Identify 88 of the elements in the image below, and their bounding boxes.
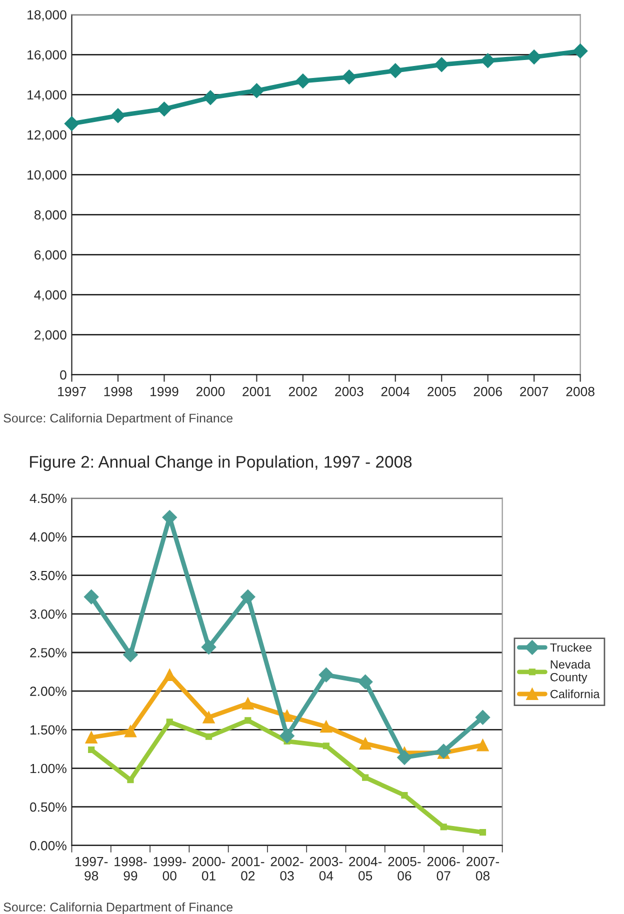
x-tick-label: 2007 bbox=[520, 386, 548, 396]
x-tick-label: 1998-99 bbox=[114, 856, 147, 880]
y-tick-label: 3.50% bbox=[30, 570, 66, 580]
point bbox=[249, 83, 264, 98]
x-tick-label: 1997-98 bbox=[75, 856, 108, 880]
y-tick-label: 0.00% bbox=[30, 841, 66, 850]
x-tick-label: 2002-03 bbox=[270, 856, 304, 880]
point bbox=[84, 590, 99, 604]
y-tick-label: 4.50% bbox=[30, 494, 66, 504]
point bbox=[202, 711, 215, 724]
point bbox=[342, 70, 357, 84]
point bbox=[244, 717, 252, 724]
point bbox=[280, 728, 294, 744]
x-tick-label: 1999-00 bbox=[154, 856, 186, 880]
x-tick-label: 1997 bbox=[58, 386, 86, 396]
y-tick-label: 16,000 bbox=[28, 50, 66, 62]
point bbox=[476, 739, 489, 752]
point bbox=[203, 90, 218, 106]
point bbox=[401, 792, 408, 799]
point bbox=[320, 720, 332, 733]
y-tick-label: 2.00% bbox=[30, 686, 66, 696]
y-tick-label: 1.50% bbox=[30, 725, 66, 735]
point bbox=[240, 590, 256, 604]
y-tick-label: 12,000 bbox=[28, 130, 66, 142]
x-tick-label: 2006 bbox=[474, 386, 502, 396]
y-tick-label: 1.00% bbox=[30, 764, 66, 774]
x-tick-label: 1998 bbox=[104, 386, 132, 396]
point bbox=[526, 50, 542, 64]
y-tick-label: 14,000 bbox=[28, 90, 66, 102]
point bbox=[123, 647, 138, 662]
point bbox=[479, 829, 486, 836]
y-tick-label: 8,000 bbox=[34, 210, 66, 222]
x-tick-label: 2003 bbox=[335, 386, 364, 396]
x-tick-label: 2005-06 bbox=[388, 856, 421, 880]
y-tick-label: 0 bbox=[60, 370, 66, 380]
source-note: Source: California Department of Finance bbox=[4, 413, 233, 426]
legend-label: California bbox=[550, 690, 600, 698]
x-tick-label: 2007-08 bbox=[466, 856, 500, 880]
point bbox=[205, 733, 212, 740]
point bbox=[480, 53, 496, 68]
y-tick-label: 2,000 bbox=[34, 330, 66, 342]
y-tick-label: 4,000 bbox=[34, 290, 66, 302]
source-note: Source: California Department of Finance bbox=[4, 902, 233, 914]
point bbox=[362, 774, 369, 781]
point bbox=[475, 710, 490, 725]
x-tick-label: 2000 bbox=[196, 386, 225, 396]
x-tick-label: 2004 bbox=[381, 386, 410, 396]
legend-label: Nevada County bbox=[550, 660, 591, 684]
x-tick-label: 2008 bbox=[566, 386, 594, 396]
y-tick-label: 3.00% bbox=[30, 609, 66, 619]
x-tick-label: 2006-07 bbox=[427, 856, 460, 880]
point bbox=[359, 737, 372, 750]
y-tick-label: 18,000 bbox=[28, 10, 66, 22]
x-tick-label: 2001 bbox=[242, 386, 271, 396]
point bbox=[388, 63, 403, 78]
point bbox=[156, 102, 172, 116]
point bbox=[242, 697, 254, 710]
point bbox=[440, 824, 447, 830]
x-tick-label: 2002 bbox=[288, 386, 317, 396]
point bbox=[322, 742, 330, 750]
point bbox=[572, 44, 588, 58]
point bbox=[201, 640, 216, 654]
y-tick-label: 2.50% bbox=[30, 648, 66, 658]
point bbox=[358, 674, 373, 690]
point bbox=[318, 667, 334, 682]
point bbox=[434, 57, 450, 72]
x-tick-label: 2003-04 bbox=[310, 856, 342, 880]
point bbox=[110, 108, 126, 124]
point bbox=[296, 74, 310, 88]
x-tick-label: 2001-02 bbox=[232, 856, 264, 880]
y-tick-label: 10,000 bbox=[28, 170, 66, 182]
point bbox=[124, 725, 137, 738]
point bbox=[127, 776, 134, 784]
chart-title: Figure 2: Annual Change in Population, 1997 - 2008 bbox=[30, 455, 412, 472]
point bbox=[397, 750, 412, 765]
x-tick-label: 2000-01 bbox=[192, 856, 226, 880]
y-tick-label: 4.00% bbox=[30, 532, 66, 542]
x-tick-label: 1999 bbox=[150, 386, 178, 396]
point bbox=[88, 746, 95, 754]
point bbox=[64, 116, 80, 132]
x-tick-label: 2004-05 bbox=[349, 856, 382, 880]
x-tick-label: 2005 bbox=[428, 386, 456, 396]
point bbox=[166, 718, 173, 726]
point bbox=[85, 731, 98, 744]
point bbox=[436, 744, 451, 759]
legend-label: Truckee bbox=[550, 643, 592, 652]
y-tick-label: 6,000 bbox=[34, 250, 66, 262]
y-tick-label: 0.50% bbox=[30, 802, 66, 812]
